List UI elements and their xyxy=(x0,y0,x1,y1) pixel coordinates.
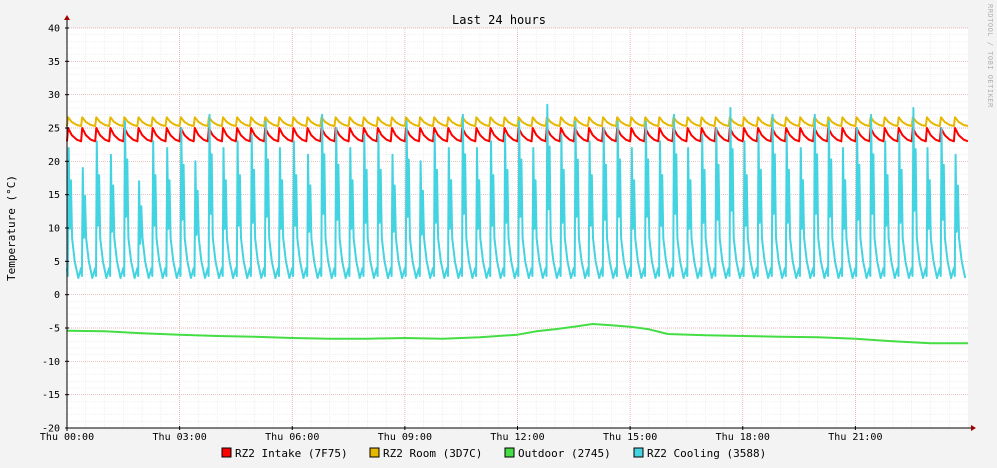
y-tick-label: -10 xyxy=(42,357,60,368)
y-tick-label: -15 xyxy=(42,390,60,401)
y-tick-label: 40 xyxy=(48,24,60,35)
x-tick-label: Thu 15:00 xyxy=(603,432,657,443)
x-tick-label: Thu 09:00 xyxy=(378,432,432,443)
legend-swatch xyxy=(221,447,232,458)
x-axis-arrow xyxy=(971,425,976,431)
series-layer xyxy=(66,103,969,345)
series-line-3 xyxy=(66,103,967,279)
y-tick-label: 20 xyxy=(48,157,60,168)
y-tick-label: 35 xyxy=(48,57,60,68)
y-tick-label: -20 xyxy=(42,424,60,435)
x-tick-label: Thu 18:00 xyxy=(716,432,770,443)
x-tick-label: Thu 21:00 xyxy=(828,432,882,443)
x-tick-labels: Thu 00:00 Thu 03:00 Thu 06:00 Thu 09:00 Thu … xyxy=(40,432,883,443)
legend-label: RZ2 Intake (7F75) xyxy=(235,447,348,460)
y-tick-label: 0 xyxy=(54,290,60,301)
y-tick-label: 30 xyxy=(48,90,60,101)
y-axis-label: Temperature (°C) xyxy=(5,175,18,281)
watermark: RRDTOOL / TOBI OETIKER xyxy=(986,4,994,108)
x-tick-label: Thu 00:00 xyxy=(40,432,94,443)
y-tick-label: -5 xyxy=(48,324,60,335)
x-tick-label: Thu 03:00 xyxy=(153,432,207,443)
x-tick-label: Thu 12:00 xyxy=(490,432,544,443)
x-tick-label: Thu 06:00 xyxy=(265,432,319,443)
y-tick-label: 10 xyxy=(48,224,60,235)
legend-label: RZ2 Cooling (3588) xyxy=(647,447,766,460)
chart-title: Last 24 hours xyxy=(452,13,546,27)
axes xyxy=(64,15,976,431)
y-tick-label: 5 xyxy=(54,257,60,268)
legend-label: Outdoor (2745) xyxy=(518,447,611,460)
legend-swatch xyxy=(504,447,515,458)
series-line-2 xyxy=(66,323,968,345)
y-axis-arrow xyxy=(64,15,70,20)
y-tick-label: 15 xyxy=(48,190,60,201)
legend-swatch xyxy=(369,447,380,458)
y-tick-labels: 40 35 30 25 20 15 10 5 0 -5 -10 -15 -20 xyxy=(42,24,60,435)
y-tick-label: 25 xyxy=(48,124,60,135)
legend: RZ2 Intake (7F75) RZ2 Room (3D7C) Outdoor … xyxy=(221,447,766,460)
legend-swatch xyxy=(633,447,644,458)
legend-label: RZ2 Room (3D7C) xyxy=(383,447,482,460)
